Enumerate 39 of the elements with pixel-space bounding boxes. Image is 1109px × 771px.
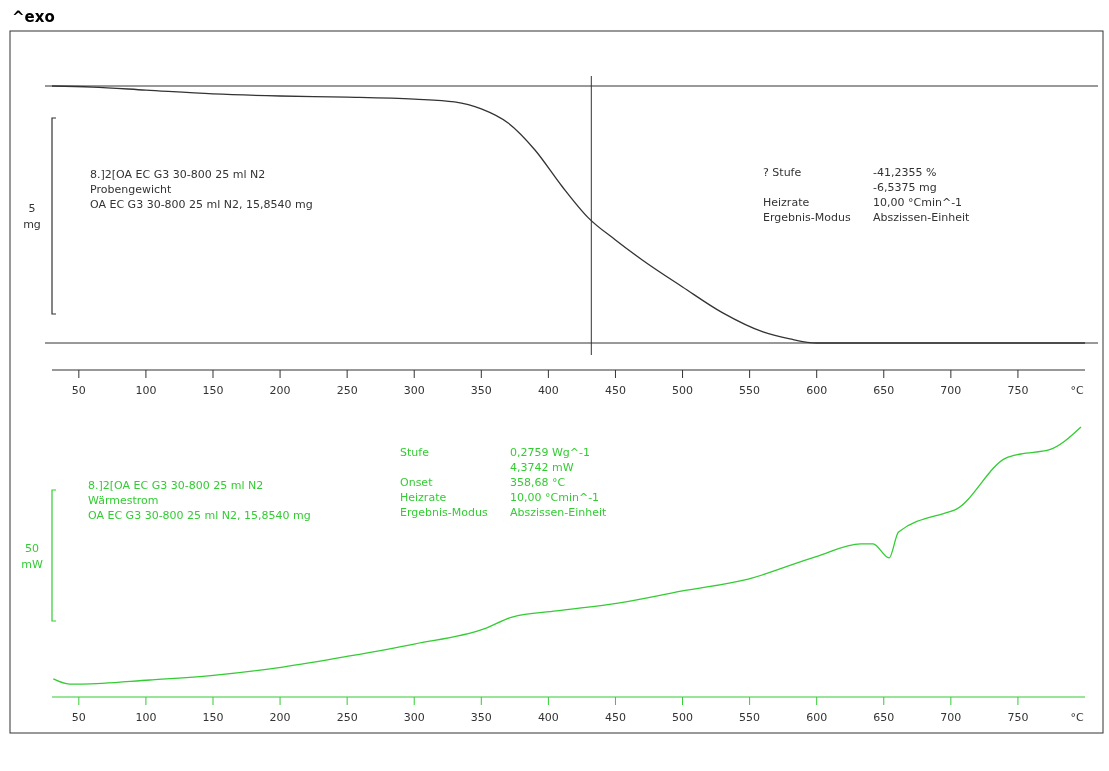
x-tick-label: 100 [135, 711, 157, 724]
x-tick-label: 200 [269, 711, 291, 724]
x-tick-label: 700 [940, 384, 962, 397]
x-tick-label: 250 [336, 711, 358, 724]
x-tick-label: 200 [269, 384, 291, 397]
x-tick-label: 450 [604, 711, 626, 724]
x-tick-label: 650 [873, 384, 895, 397]
annotation: 8.]2[OA EC G3 30-800 25 ml N2 Wärmestrom OA EC G3 30-800 25 ml N2, 15,8540 mg [88, 479, 311, 522]
x-tick-label: 350 [470, 711, 492, 724]
x-tick-label: 600 [806, 384, 828, 397]
chart-title: ^exo [12, 8, 55, 26]
x-tick-label: 750 [1007, 384, 1029, 397]
x-tick-label: 50 [71, 711, 86, 724]
x-tick-label: 750 [1007, 711, 1029, 724]
y-axis-title: 5 mg [23, 202, 41, 231]
x-tick-label: 500 [672, 384, 694, 397]
x-tick-label: 300 [403, 384, 425, 397]
x-axis-title: °C [1070, 711, 1084, 724]
x-tick-label: 450 [604, 384, 626, 397]
text: ? Stufe -41,2355 % -6,5375 mg Heizrate 10,00 °Cmin^-1 Ergebnis-Modus Abszissen-Einheit [763, 166, 970, 224]
x-tick-label: 100 [135, 384, 157, 397]
x-tick-label: 400 [537, 384, 559, 397]
x-tick-label: 350 [470, 384, 492, 397]
x-axis-title: °C [1070, 384, 1084, 397]
x-tick-label: 400 [537, 711, 559, 724]
x-tick-label: 700 [940, 711, 962, 724]
x-tick-label: 300 [403, 711, 425, 724]
x-tick-label: 550 [739, 384, 761, 397]
x-tick-label: 150 [202, 711, 224, 724]
x-tick-label: 650 [873, 711, 895, 724]
x-tick-label: 600 [806, 711, 828, 724]
y-axis-title: 50 mW [21, 541, 43, 571]
x-tick-label: 50 [71, 384, 86, 397]
x-tick-label: 500 [672, 711, 694, 724]
x-tick-label: 250 [336, 384, 358, 397]
annotation: 8.]2[OA EC G3 30-800 25 ml N2 Probengewicht OA EC G3 30-800 25 ml N2, 15,8540 mg [90, 168, 313, 211]
x-tick-label: 150 [202, 384, 224, 397]
text: Stufe 0,2759 Wg^-1 4,3742 mW Onset 358,68 °C Heizrate 10,00 °Cmin^-1 Ergebnis-Modus Abszissen-Einheit [400, 446, 607, 519]
x-tick-label: 550 [739, 711, 761, 724]
